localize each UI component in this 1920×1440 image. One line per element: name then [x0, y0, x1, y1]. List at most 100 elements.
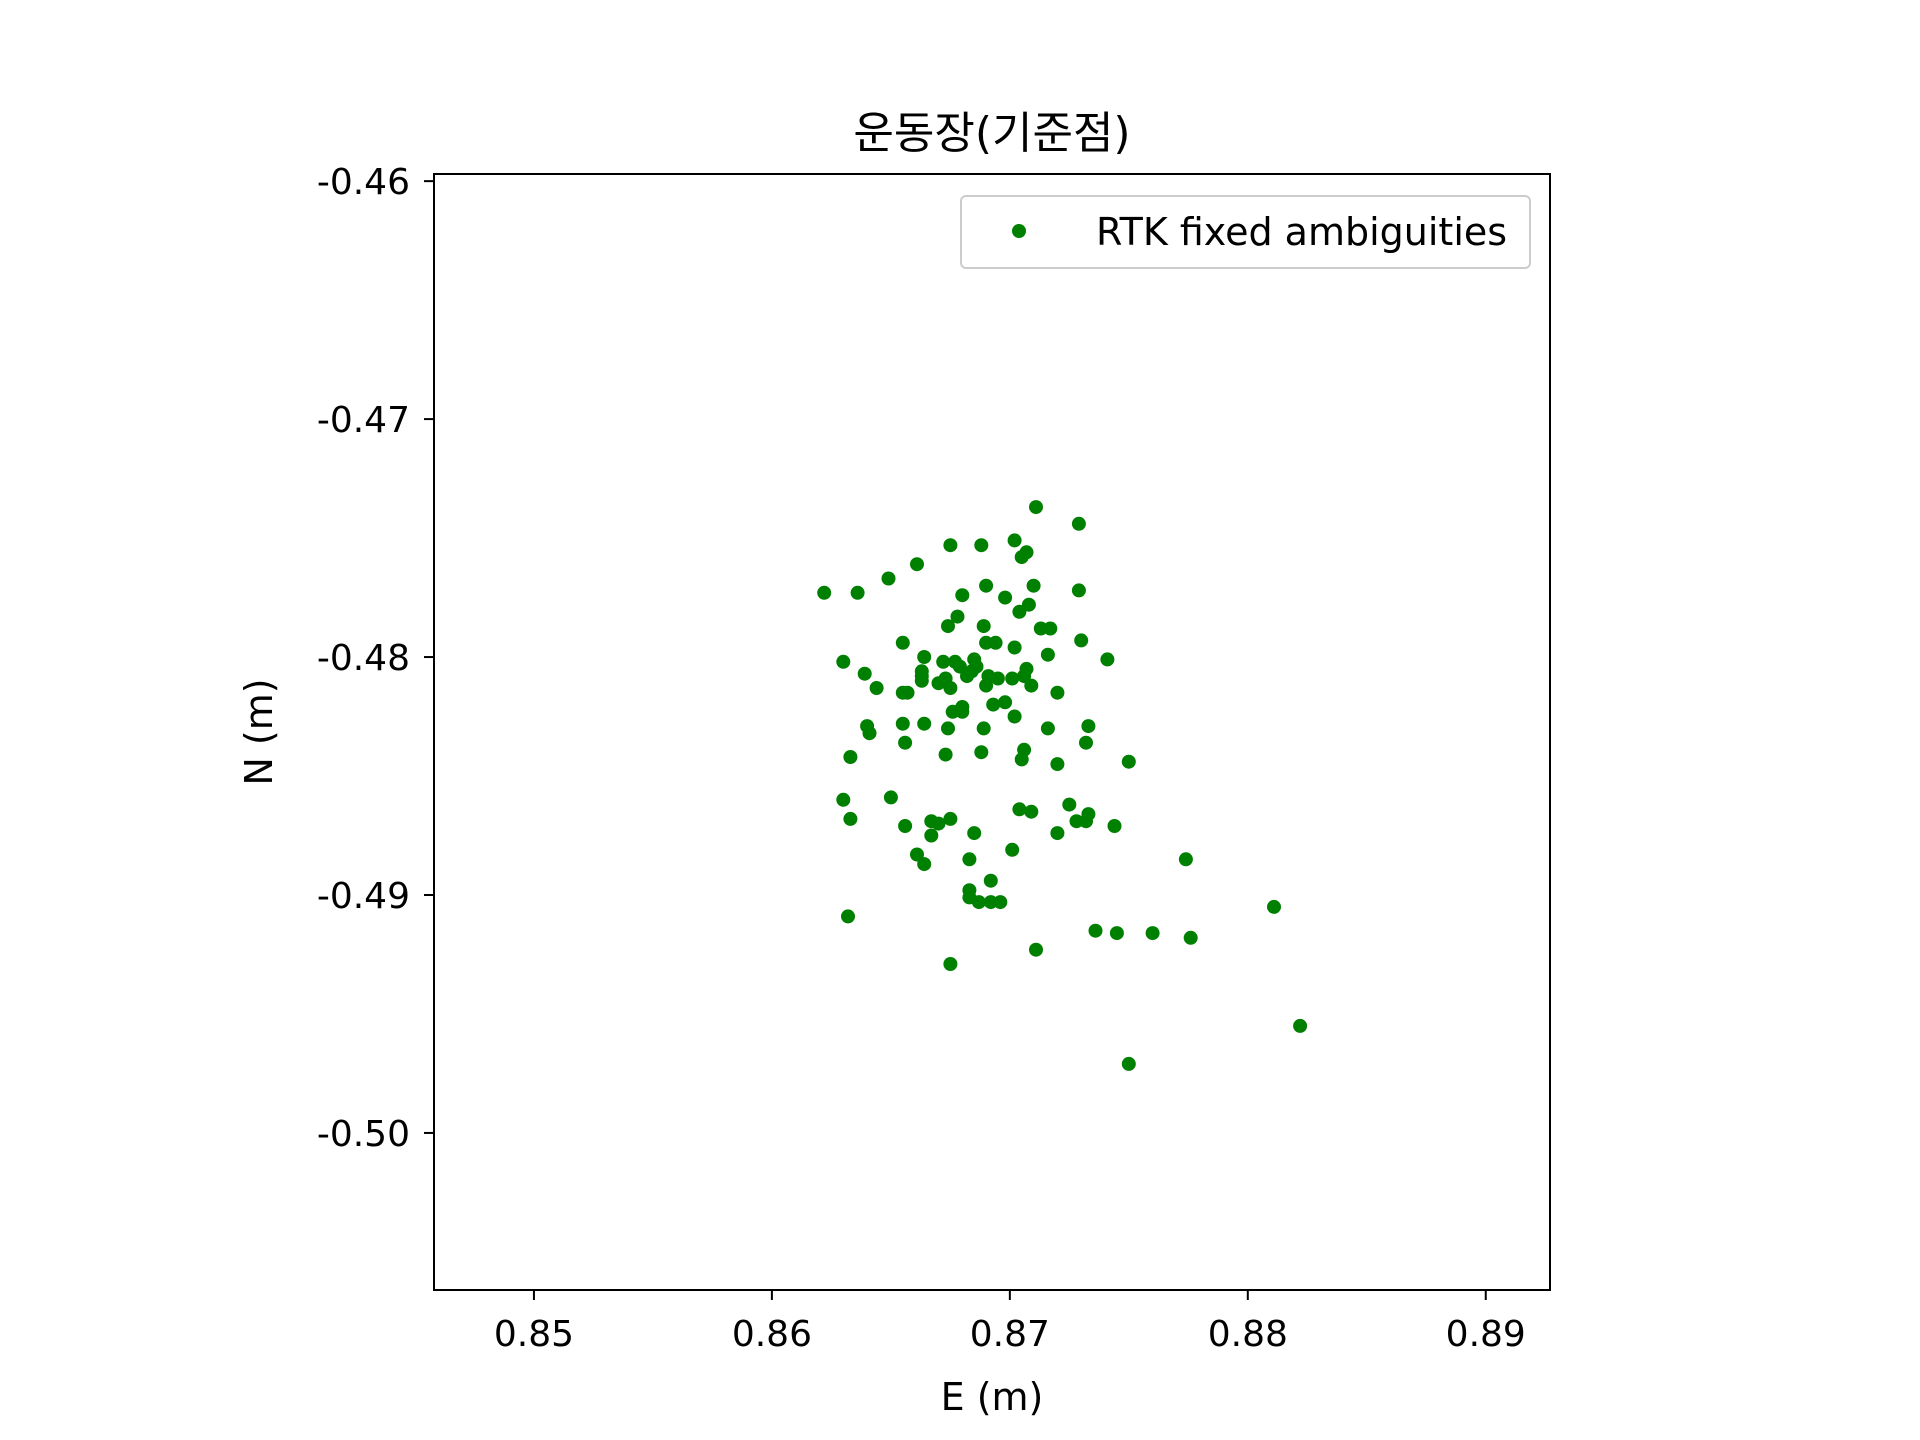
- data-point-110: [841, 909, 855, 924]
- data-point-29: [1040, 647, 1055, 662]
- data-point-1: [1029, 500, 1043, 515]
- data-point-94: [898, 819, 913, 833]
- data-point-76: [938, 747, 953, 762]
- legend-label: RTK fixed ambiguities: [1096, 210, 1507, 254]
- data-point-6: [943, 538, 958, 553]
- data-point-12: [817, 585, 832, 600]
- data-point-9: [881, 571, 896, 586]
- data-point-26: [988, 635, 1003, 650]
- data-point-19: [950, 609, 965, 624]
- data-point-56: [900, 685, 915, 700]
- data-point-72: [898, 735, 913, 750]
- data-point-102: [917, 857, 932, 872]
- data-point-18: [1012, 604, 1027, 619]
- legend-marker: [1012, 224, 1026, 238]
- data-point-15: [1071, 583, 1086, 598]
- legend: RTK fixed ambiguities: [960, 195, 1531, 269]
- data-point-63: [1007, 709, 1022, 724]
- data-point-78: [1014, 752, 1029, 767]
- data-point-106: [971, 895, 986, 910]
- data-point-39: [857, 666, 872, 681]
- chart-title: 운동장(기준점): [853, 108, 1130, 159]
- data-point-57: [1050, 685, 1065, 700]
- data-point-111: [1088, 923, 1103, 938]
- data-point-81: [883, 790, 898, 805]
- data-point-46: [914, 673, 929, 688]
- data-point-108: [993, 895, 1008, 910]
- data-point-96: [967, 826, 982, 841]
- data-point-20: [941, 619, 955, 634]
- y-tick-label: -0.50: [317, 1114, 410, 1155]
- data-point-28: [1074, 633, 1089, 648]
- data-point-98: [1005, 842, 1020, 857]
- data-point-115: [1029, 942, 1043, 957]
- data-point-23: [1043, 621, 1058, 636]
- data-point-3: [1007, 533, 1022, 548]
- data-point-73: [1079, 735, 1093, 750]
- data-point-67: [1081, 719, 1096, 734]
- data-point-14: [955, 588, 970, 603]
- data-point-79: [1121, 754, 1136, 769]
- x-tick-label: 0.86: [732, 1314, 812, 1355]
- data-point-59: [986, 697, 1001, 712]
- data-point-49: [1017, 669, 1032, 684]
- data-point-51: [979, 678, 994, 693]
- legend-box: [960, 195, 1531, 269]
- data-point-30: [1100, 652, 1115, 667]
- data-point-117: [1293, 1018, 1308, 1033]
- data-point-84: [1012, 802, 1027, 817]
- data-point-45: [990, 671, 1005, 686]
- data-point-71: [862, 726, 877, 741]
- y-tick-label: -0.49: [317, 876, 410, 917]
- data-point-82: [836, 792, 851, 807]
- data-point-116: [943, 957, 958, 971]
- data-point-50: [931, 676, 946, 691]
- data-point-2: [1071, 516, 1086, 531]
- data-point-32: [917, 650, 932, 664]
- data-point-27: [1007, 640, 1022, 655]
- data-point-68: [941, 721, 955, 736]
- x-tick-label: 0.87: [970, 1314, 1050, 1355]
- data-point-118: [1121, 1056, 1136, 1071]
- data-point-61: [955, 704, 970, 719]
- data-point-65: [917, 716, 932, 731]
- y-axis-label: N (m): [237, 678, 281, 785]
- data-point-103: [983, 873, 998, 888]
- data-point-70: [1040, 721, 1055, 736]
- data-point-95: [1050, 826, 1065, 841]
- data-point-93: [1107, 819, 1122, 833]
- data-point-101: [1178, 852, 1193, 867]
- data-point-11: [1026, 578, 1041, 593]
- data-point-92: [1079, 814, 1093, 829]
- data-point-48: [1005, 671, 1020, 686]
- data-point-52: [869, 681, 884, 695]
- x-tick-label: 0.88: [1208, 1314, 1288, 1355]
- x-tick-label: 0.85: [494, 1314, 574, 1355]
- data-point-114: [1183, 930, 1198, 945]
- data-point-83: [1062, 797, 1077, 812]
- data-point-77: [843, 750, 858, 764]
- data-point-64: [895, 716, 910, 731]
- x-axis-ticks: 0.85 0.86 0.87 0.88 0.89: [494, 1290, 1526, 1355]
- y-tick-label: -0.46: [317, 162, 410, 203]
- data-point-75: [974, 745, 989, 760]
- data-point-89: [943, 811, 958, 826]
- data-point-113: [1145, 926, 1160, 941]
- data-point-69: [976, 721, 991, 736]
- data-points: [817, 500, 1308, 1071]
- data-point-112: [1109, 926, 1124, 941]
- data-point-100: [962, 852, 977, 867]
- data-point-24: [895, 635, 910, 650]
- y-tick-label: -0.48: [317, 638, 410, 679]
- y-tick-label: -0.47: [317, 400, 410, 441]
- data-point-43: [960, 669, 974, 684]
- data-point-80: [1050, 757, 1065, 772]
- x-axis-label: E (m): [941, 1375, 1044, 1419]
- plot-frame: [433, 173, 1551, 1291]
- data-point-7: [1014, 550, 1029, 565]
- data-point-90: [931, 816, 946, 831]
- data-point-85: [1024, 804, 1039, 819]
- data-point-54: [1024, 678, 1039, 693]
- data-point-16: [998, 590, 1013, 605]
- data-point-62: [945, 704, 960, 719]
